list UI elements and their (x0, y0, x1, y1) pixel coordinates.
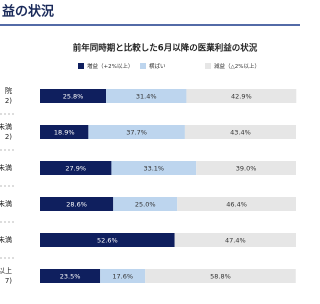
bar-segment (174, 233, 296, 247)
y-tick-label: 以上 (0, 266, 12, 275)
value-label: 43.4% (230, 129, 251, 137)
y-tick-label: 未満 (0, 163, 12, 172)
y-tick-label: 未満 (0, 235, 12, 244)
value-label: 52.6% (97, 237, 118, 245)
value-label: 47.4% (225, 237, 246, 245)
legend-label: 横ばい (149, 62, 166, 70)
value-label: 18.9% (54, 129, 75, 137)
y-tick-label: 2) (5, 133, 12, 141)
value-label: 23.5% (60, 273, 81, 281)
bar-segment (40, 125, 89, 139)
page-title: 益の状況 (2, 4, 54, 20)
y-tick-label: 未満 (0, 122, 12, 131)
value-label: 25.0% (135, 201, 156, 209)
chart-title: 前年同時期と比較した6月以降の医業利益の状況 (73, 43, 258, 54)
bar-segment (184, 125, 296, 139)
bar-segment (88, 125, 185, 139)
legend-swatch (140, 63, 146, 69)
bar-segment (186, 89, 297, 103)
y-tick-label: 2) (5, 97, 12, 105)
y-tick-label: 未満 (0, 199, 12, 208)
value-label: 39.0% (236, 165, 257, 173)
bar-segment (177, 197, 296, 211)
value-label: 58.8% (210, 273, 231, 281)
bar-segment (40, 233, 175, 247)
page: 益の状況 前年同時期と比較した6月以降の医業利益の状況 増益（+2%以上） 横ばい… (0, 4, 300, 285)
value-label: 31.4% (136, 93, 157, 101)
bar-segment (113, 197, 178, 211)
y-tick-label: 院 (5, 86, 12, 95)
bar-segment (40, 161, 112, 175)
value-label: 28.6% (66, 201, 87, 209)
bar-segment (40, 269, 101, 283)
legend-swatch (205, 63, 211, 69)
bar-segment (111, 161, 197, 175)
bar-segment (145, 269, 296, 283)
bar-segment (100, 269, 146, 283)
legend-label: 減益（△2%以上） (214, 62, 260, 70)
value-label: 25.8% (63, 93, 84, 101)
legend-swatch (78, 63, 84, 69)
value-label: 37.7% (126, 129, 147, 137)
bar-segment (106, 89, 187, 103)
value-label: 46.4% (226, 201, 247, 209)
value-label: 17.6% (112, 273, 133, 281)
bar-segment (196, 161, 296, 175)
y-tick-label: 7) (5, 277, 12, 285)
value-label: 27.9% (65, 165, 86, 173)
legend-label: 増益（+2%以上） (87, 62, 133, 70)
bar-segment (40, 197, 114, 211)
value-label: 33.1% (143, 165, 164, 173)
bar-segment (40, 89, 107, 103)
value-label: 42.9% (231, 93, 252, 101)
